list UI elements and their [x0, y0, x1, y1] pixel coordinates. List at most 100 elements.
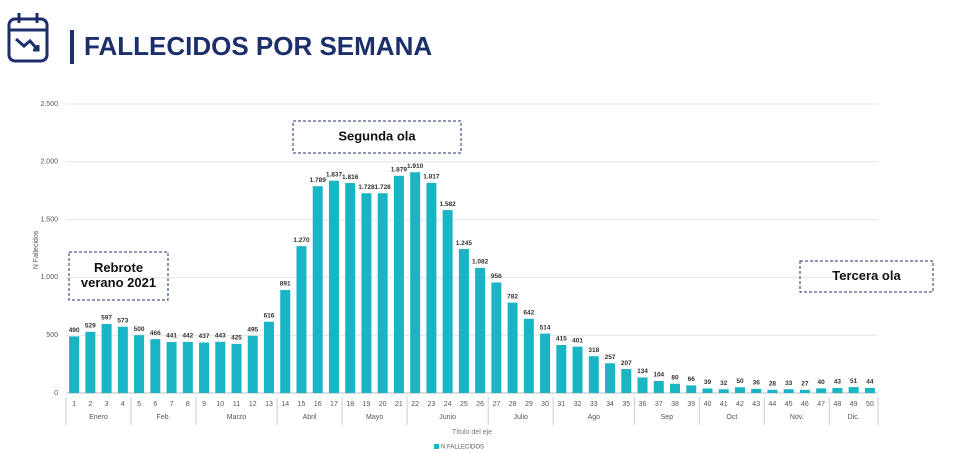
- month-label: Nov.: [790, 414, 804, 421]
- bar: [296, 246, 307, 393]
- month-label: Mayo: [366, 414, 383, 421]
- value-label: 1.789: [310, 177, 327, 184]
- bar: [69, 336, 80, 393]
- value-label: 441: [166, 333, 177, 340]
- value-label: 500: [134, 326, 145, 333]
- month-label: Ago: [588, 414, 601, 421]
- x-axis-label: Título del eje: [452, 429, 492, 436]
- x-tick-label: 15: [298, 401, 306, 408]
- value-label: 207: [621, 360, 632, 367]
- x-tick-label: 4: [121, 401, 125, 408]
- x-tick-label: 2: [88, 401, 92, 408]
- x-tick-label: 3: [105, 401, 109, 408]
- y-tick-label: 1.000: [40, 274, 58, 281]
- bar: [85, 331, 96, 393]
- x-tick-label: 39: [687, 401, 695, 408]
- bar: [166, 342, 177, 393]
- bar: [475, 267, 486, 393]
- value-label: 134: [637, 368, 648, 375]
- bar: [556, 345, 567, 393]
- bar: [264, 321, 274, 393]
- bar: [702, 388, 713, 393]
- month-label: Dic.: [848, 414, 860, 421]
- x-tick-label: 1: [72, 401, 76, 408]
- bar: [572, 346, 583, 393]
- value-label: 466: [150, 330, 161, 337]
- value-label: 50: [736, 378, 744, 385]
- bar: [215, 341, 226, 393]
- value-label: 1.837: [326, 171, 343, 178]
- y-tick-label: 2.500: [40, 101, 58, 108]
- y-tick-label: 2.000: [40, 159, 58, 166]
- bar: [686, 385, 697, 393]
- value-label: 36: [753, 380, 761, 387]
- legend-label: N FALLECIDOS: [441, 445, 484, 451]
- x-tick-label: 40: [704, 401, 712, 408]
- x-tick-label: 23: [428, 401, 436, 408]
- annotation: Tercera ola: [832, 268, 901, 283]
- month-label: Enero: [89, 414, 108, 421]
- value-label: 1.582: [439, 201, 456, 208]
- x-tick-label: 26: [476, 401, 484, 408]
- bar: [134, 335, 145, 393]
- month-label: Marzo: [227, 414, 247, 421]
- x-tick-label: 46: [801, 401, 809, 408]
- y-tick-label: 1.500: [40, 216, 58, 223]
- bar: [751, 388, 762, 393]
- x-tick-label: 36: [639, 401, 647, 408]
- bar: [670, 383, 680, 393]
- bar: [621, 369, 632, 393]
- value-label: 401: [572, 337, 583, 344]
- value-label: 891: [280, 281, 291, 288]
- annotation: Rebrote: [94, 260, 143, 275]
- x-tick-label: 9: [202, 401, 206, 408]
- value-label: 642: [523, 310, 534, 317]
- value-label: 425: [231, 335, 242, 342]
- month-label: Junio: [439, 414, 456, 421]
- value-label: 1.728: [375, 184, 392, 191]
- value-label: 573: [117, 317, 128, 324]
- x-tick-label: 19: [363, 401, 371, 408]
- bar: [101, 323, 112, 393]
- value-label: 40: [818, 379, 826, 386]
- x-tick-label: 43: [752, 401, 760, 408]
- x-tick-label: 22: [411, 401, 419, 408]
- value-label: 318: [588, 347, 599, 354]
- bar: [458, 249, 469, 393]
- value-label: 28: [769, 380, 777, 387]
- x-tick-label: 13: [265, 401, 273, 408]
- x-tick-label: 32: [574, 401, 582, 408]
- value-label: 1.879: [391, 167, 408, 174]
- value-label: 44: [866, 379, 874, 386]
- bar: [312, 186, 323, 393]
- bar: [377, 193, 388, 393]
- value-label: 443: [215, 333, 226, 340]
- x-tick-label: 31: [557, 401, 565, 408]
- bar: [588, 356, 599, 393]
- x-tick-label: 47: [817, 401, 825, 408]
- x-tick-label: 11: [233, 401, 240, 408]
- x-tick-label: 41: [720, 401, 728, 408]
- x-tick-label: 6: [153, 401, 157, 408]
- page-title: FALLECIDOS POR SEMANA: [84, 31, 432, 61]
- x-tick-label: 16: [314, 401, 322, 408]
- legend-swatch: [434, 444, 439, 449]
- x-tick-label: 33: [590, 401, 598, 408]
- x-tick-label: 35: [622, 401, 630, 408]
- value-label: 27: [801, 381, 809, 388]
- y-axis-label: N Fallecidos: [33, 230, 40, 269]
- x-tick-label: 8: [186, 401, 190, 408]
- title-bar: [70, 30, 74, 64]
- y-tick-label: 500: [46, 332, 58, 339]
- value-label: 616: [264, 313, 275, 320]
- calendar-icon: [7, 13, 49, 63]
- x-tick-label: 49: [850, 401, 858, 408]
- bar: [199, 342, 210, 393]
- value-label: 1.816: [342, 174, 359, 181]
- month-label: Oct: [726, 414, 737, 421]
- bar: [410, 172, 421, 393]
- x-tick-label: 30: [541, 401, 549, 408]
- x-tick-label: 37: [655, 401, 663, 408]
- value-label: 415: [556, 336, 567, 343]
- bar: [182, 341, 193, 393]
